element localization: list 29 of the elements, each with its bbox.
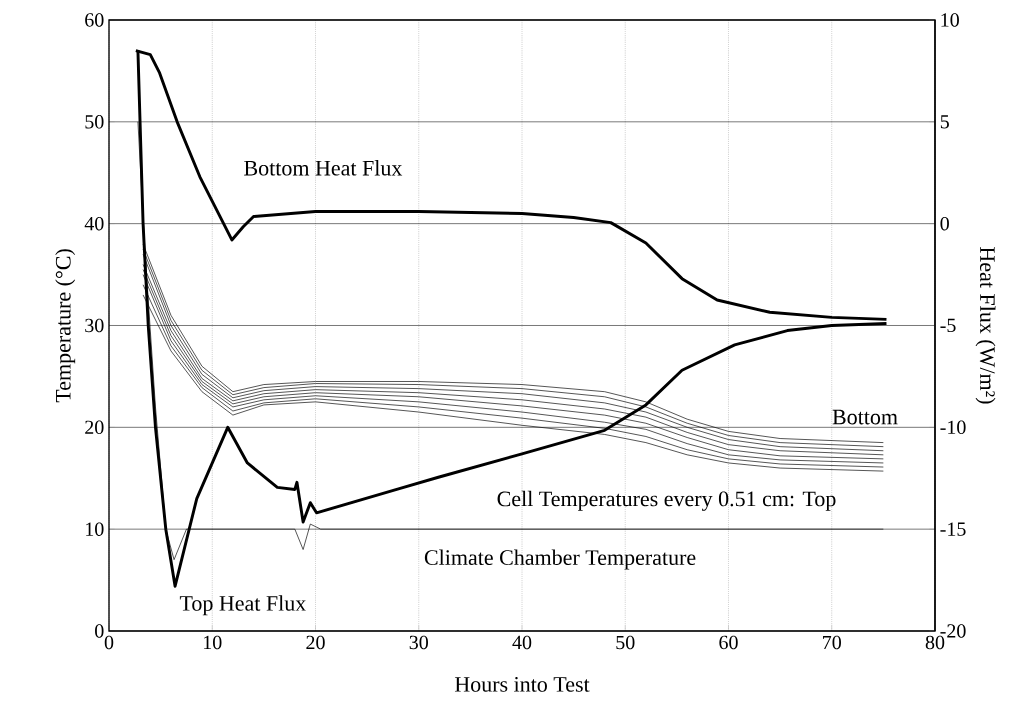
y-tick-label: 50 xyxy=(85,115,104,129)
annotation: Top Heat Flux xyxy=(179,595,306,616)
y2-tick-label: 5 xyxy=(940,115,949,129)
y2-tick-label: -5 xyxy=(940,318,956,333)
y-axis-title: Temperature (°C) xyxy=(55,249,76,403)
y-tick-label: 60 xyxy=(85,13,104,27)
x-tick-label: 50 xyxy=(616,635,635,650)
x-tick-label: 20 xyxy=(306,635,325,650)
y-tick-label: 30 xyxy=(85,318,104,333)
y-tick-label: 40 xyxy=(84,216,104,231)
x-axis-title: Hours into Test xyxy=(454,677,590,692)
x-tick-label: 30 xyxy=(409,635,428,650)
x-tick-label: 70 xyxy=(823,635,841,650)
x-tick-label: 10 xyxy=(204,635,222,650)
x-tick-label: 40 xyxy=(512,635,532,650)
y2-tick-label: -15 xyxy=(940,522,966,536)
x-tick-label: 60 xyxy=(719,635,738,650)
annotation: Cell Temperatures every 0.51 cm: Top xyxy=(497,490,836,511)
annotation: Climate Chamber Temperature xyxy=(424,549,696,570)
x-tick-label: 0 xyxy=(104,635,114,650)
y2-tick-label: 10 xyxy=(941,13,959,27)
y-tick-label: 0 xyxy=(95,624,104,638)
y2-axis-title: Heat Flux (W/m²) xyxy=(975,247,996,404)
annotation: Bottom xyxy=(832,409,898,425)
annotation: Bottom Heat Flux xyxy=(244,160,403,176)
y2-tick-label: 0 xyxy=(940,216,949,231)
y2-tick-label: -10 xyxy=(940,420,966,435)
y-tick-label: 10 xyxy=(86,522,104,536)
y-tick-label: 20 xyxy=(85,420,104,435)
